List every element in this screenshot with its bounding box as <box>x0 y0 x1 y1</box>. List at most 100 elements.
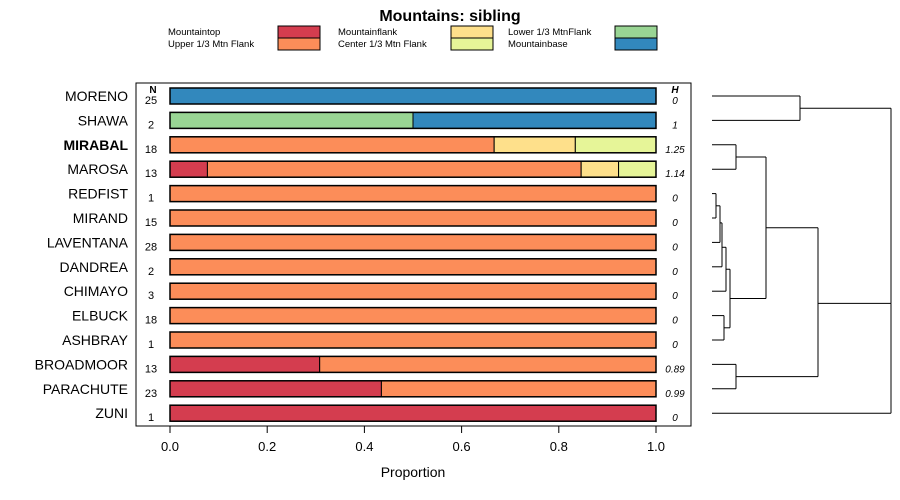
row-h-value: 0 <box>672 194 678 205</box>
bar-segment <box>319 355 657 373</box>
row-n-value: 25 <box>145 95 157 107</box>
bar-segment <box>412 111 657 129</box>
row-label: MIRAND <box>73 210 128 226</box>
row-label: ASHBRAY <box>62 332 129 348</box>
row-h-value: 0 <box>672 291 678 302</box>
legend-swatch <box>277 37 321 51</box>
row-n-value: 13 <box>145 363 157 375</box>
bar-segment <box>169 355 321 373</box>
x-tick-label: 0.6 <box>453 439 471 454</box>
row-label: DANDREA <box>60 259 129 275</box>
row-label: PARACHUTE <box>43 381 128 397</box>
bar-row: SHAWA 2 1 <box>78 111 678 131</box>
legend-label: Mountainbase <box>508 39 568 50</box>
bar-row: ZUNI 1 0 <box>95 404 678 424</box>
bar-outline <box>169 209 657 227</box>
bar-segment <box>169 160 208 178</box>
row-h-value: 0 <box>672 242 678 253</box>
row-h-value: 0 <box>672 340 678 351</box>
legend-swatch <box>614 25 658 39</box>
row-n-value: 1 <box>148 193 154 205</box>
legend-swatch <box>614 37 658 51</box>
bar-row: MIRABAL 18 1.25 <box>63 136 685 156</box>
row-n-value: 2 <box>148 119 154 131</box>
row-n-value: 15 <box>145 217 157 229</box>
bar-segment <box>169 331 657 349</box>
bar-row: MAROSA 13 1.14 <box>67 160 685 180</box>
x-tick-label: 0.0 <box>161 439 179 454</box>
bar-outline <box>169 233 657 252</box>
row-n-value: 28 <box>145 241 157 253</box>
bar-segment <box>169 185 657 203</box>
bar-segment <box>580 160 620 178</box>
legend-label: Mountaintop <box>168 27 220 38</box>
legend-swatch <box>450 25 494 39</box>
bar-row: REDFIST 1 0 <box>68 184 678 205</box>
bar-outline <box>169 355 657 374</box>
bar-outline <box>169 160 657 178</box>
bar-outline <box>169 136 657 154</box>
row-label: ELBUCK <box>72 308 129 324</box>
bar-row: MORENO 25 0 <box>65 87 678 107</box>
row-n-value: 18 <box>145 315 157 327</box>
row-label: CHIMAYO <box>64 283 128 299</box>
bar-segment <box>574 136 657 154</box>
row-n-value: 1 <box>148 339 154 351</box>
dendrogram <box>712 95 892 414</box>
bar-row: ASHBRAY 1 0 <box>62 331 678 351</box>
row-label: LAVENTANA <box>47 234 129 250</box>
h-column-header: H <box>671 85 679 96</box>
bar-outline <box>169 306 657 325</box>
bar-row: BROADMOOR 13 0.89 <box>35 355 685 375</box>
bar-row: CHIMAYO 3 0 <box>64 282 678 302</box>
bar-segment <box>206 160 582 178</box>
x-tick-label: 0.8 <box>550 439 568 454</box>
row-h-value: 1.25 <box>665 145 685 156</box>
bar-segment <box>618 160 657 178</box>
legend-swatch <box>450 37 494 51</box>
bar-outline <box>169 184 657 203</box>
bar-segment <box>493 136 576 154</box>
row-h-value: 0 <box>672 316 678 327</box>
bar-outline <box>169 111 657 130</box>
row-h-value: 0 <box>672 218 678 229</box>
bar-segment <box>169 209 657 227</box>
legend-label: Mountainflank <box>338 27 397 38</box>
bar-segment <box>169 136 495 154</box>
x-tick-label: 1.0 <box>647 439 665 454</box>
row-n-value: 23 <box>145 388 157 400</box>
legend-swatch <box>277 25 321 39</box>
bar-segment <box>169 380 382 398</box>
row-h-value: 0 <box>672 96 678 107</box>
bar-outline <box>169 404 657 422</box>
legend-label: Upper 1/3 Mtn Flank <box>168 39 254 50</box>
x-tick-label: 0.2 <box>258 439 276 454</box>
bar-row: LAVENTANA 28 0 <box>47 233 678 253</box>
row-h-value: 0 <box>672 267 678 278</box>
bar-segment <box>169 307 657 325</box>
bar-row: PARACHUTE 23 0.99 <box>43 380 685 400</box>
bar-row: MIRAND 15 0 <box>73 209 678 229</box>
row-label: BROADMOOR <box>35 356 128 372</box>
row-label: MORENO <box>65 88 128 104</box>
row-n-value: 3 <box>148 290 154 302</box>
row-n-value: 18 <box>145 144 157 156</box>
bar-segment <box>169 404 657 422</box>
bar-segment <box>169 258 657 276</box>
row-label: SHAWA <box>78 112 129 128</box>
plot-frame <box>135 82 692 427</box>
row-n-value: 1 <box>148 412 154 424</box>
bar-segment <box>169 233 657 251</box>
bar-segment <box>380 380 657 398</box>
row-label: MAROSA <box>67 161 128 177</box>
legend-label: Center 1/3 Mtn Flank <box>338 39 427 50</box>
row-h-value: 1.14 <box>665 169 685 180</box>
row-label: ZUNI <box>95 405 128 421</box>
row-h-value: 0.99 <box>665 389 685 400</box>
row-h-value: 0.89 <box>665 364 685 375</box>
legend-label: Lower 1/3 MtnFlank <box>508 27 592 38</box>
bar-outline <box>169 380 657 398</box>
chart-title: Mountains: sibling <box>379 8 520 25</box>
bar-outline <box>169 331 657 349</box>
